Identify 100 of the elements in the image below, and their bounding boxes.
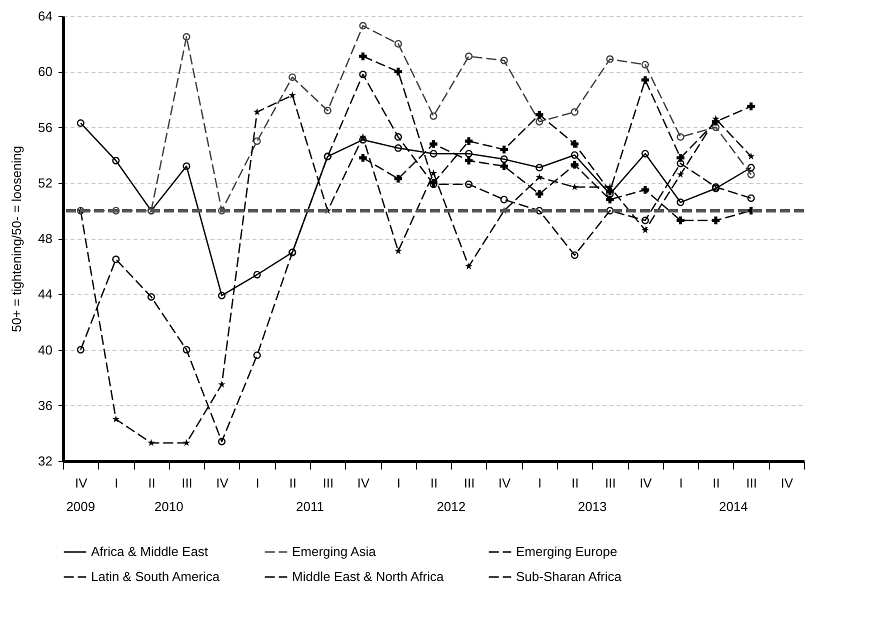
- point: [712, 216, 720, 224]
- point: [359, 154, 367, 162]
- point: [676, 170, 684, 178]
- point: [430, 112, 438, 120]
- point: [536, 173, 544, 180]
- point: [218, 380, 226, 388]
- point: [253, 108, 261, 116]
- x-tick-label: II: [430, 476, 438, 490]
- point: [253, 352, 261, 360]
- point: [535, 110, 544, 119]
- point: [147, 293, 156, 301]
- legend-label: Latin & South America: [91, 569, 220, 584]
- point: [536, 118, 544, 126]
- x-tick-label: IV: [216, 476, 229, 490]
- point: [712, 123, 720, 132]
- point: [394, 247, 402, 254]
- x-tick-label: III: [182, 476, 192, 490]
- legend-label: Middle East & North Africa: [292, 569, 444, 584]
- point: [112, 206, 120, 214]
- point: [570, 140, 579, 148]
- point: [676, 160, 684, 168]
- x-tick-label: III: [464, 476, 475, 490]
- point: [359, 22, 367, 30]
- point: [712, 118, 720, 126]
- text: 2009: [66, 499, 96, 514]
- point: [641, 60, 650, 68]
- point: [112, 256, 120, 264]
- point: [747, 102, 755, 110]
- point: [641, 150, 650, 158]
- point: [464, 180, 473, 188]
- x-tick-label: II: [148, 476, 156, 490]
- x-tick-label: III: [322, 476, 334, 490]
- point: [394, 144, 402, 152]
- point: [112, 415, 120, 422]
- point: [747, 170, 755, 178]
- point: [570, 251, 578, 259]
- point: [676, 216, 684, 224]
- point: [570, 183, 578, 190]
- point: [430, 169, 438, 176]
- point: [500, 146, 508, 154]
- y-tick-label: 56: [38, 120, 52, 135]
- y-axis-title: 50+ = tightening/50- = loosening: [9, 146, 24, 332]
- point: [324, 106, 332, 114]
- x-tick-label: I: [114, 476, 118, 490]
- point: [218, 438, 226, 446]
- point: [359, 70, 367, 78]
- x-tick-label: IV: [640, 476, 652, 490]
- x-tick-label: I: [538, 476, 542, 490]
- point: [570, 151, 578, 159]
- x-tick-label: II: [289, 476, 296, 490]
- point: [182, 162, 190, 170]
- point: [606, 55, 614, 63]
- y-tick-label: 40: [38, 342, 52, 358]
- point: [606, 187, 614, 196]
- y-tick-label: 48: [38, 231, 52, 246]
- x-tick-label: II: [572, 476, 579, 490]
- x-tick-label: I: [396, 476, 401, 490]
- point: [465, 262, 472, 270]
- point: [359, 133, 367, 140]
- point: [606, 196, 614, 204]
- x-tick-label: I: [256, 476, 260, 490]
- x-tick-label: IV: [780, 476, 794, 490]
- point: [218, 292, 226, 300]
- point: [464, 137, 473, 146]
- point: [464, 150, 473, 158]
- point: [500, 56, 508, 64]
- point: [182, 33, 190, 41]
- x-tick-label: IV: [498, 476, 512, 490]
- point: [500, 155, 508, 164]
- point: [642, 226, 649, 234]
- x-tick-label: III: [746, 476, 757, 490]
- x-tick-label: IV: [357, 476, 370, 490]
- point: [536, 206, 544, 214]
- y-tick-label: 36: [38, 398, 52, 413]
- y-tick-label: 52: [38, 175, 52, 190]
- text: 2010: [154, 499, 184, 514]
- x-tick-label: II: [712, 476, 720, 490]
- point: [394, 40, 402, 48]
- point: [641, 216, 650, 224]
- y-tick-label: 60: [38, 64, 52, 80]
- legend-label: Sub-Sharan Africa: [516, 569, 622, 584]
- x-tick-label: IV: [74, 476, 88, 490]
- legend-label: Emerging Europe: [516, 544, 618, 559]
- point: [535, 190, 544, 198]
- point: [253, 137, 261, 145]
- point: [500, 196, 508, 204]
- point: [253, 270, 261, 278]
- point: [430, 140, 438, 148]
- point: [536, 164, 544, 172]
- text: 2014: [718, 499, 748, 514]
- point: [747, 194, 755, 202]
- text: 2011: [296, 499, 324, 514]
- point: [76, 346, 84, 354]
- point: [676, 154, 684, 162]
- x-tick-label: I: [679, 476, 683, 490]
- point: [570, 108, 578, 116]
- point: [464, 156, 473, 164]
- point: [394, 133, 402, 141]
- legend-label: Africa & Middle East: [91, 544, 208, 559]
- y-tick-label: 44: [38, 286, 52, 302]
